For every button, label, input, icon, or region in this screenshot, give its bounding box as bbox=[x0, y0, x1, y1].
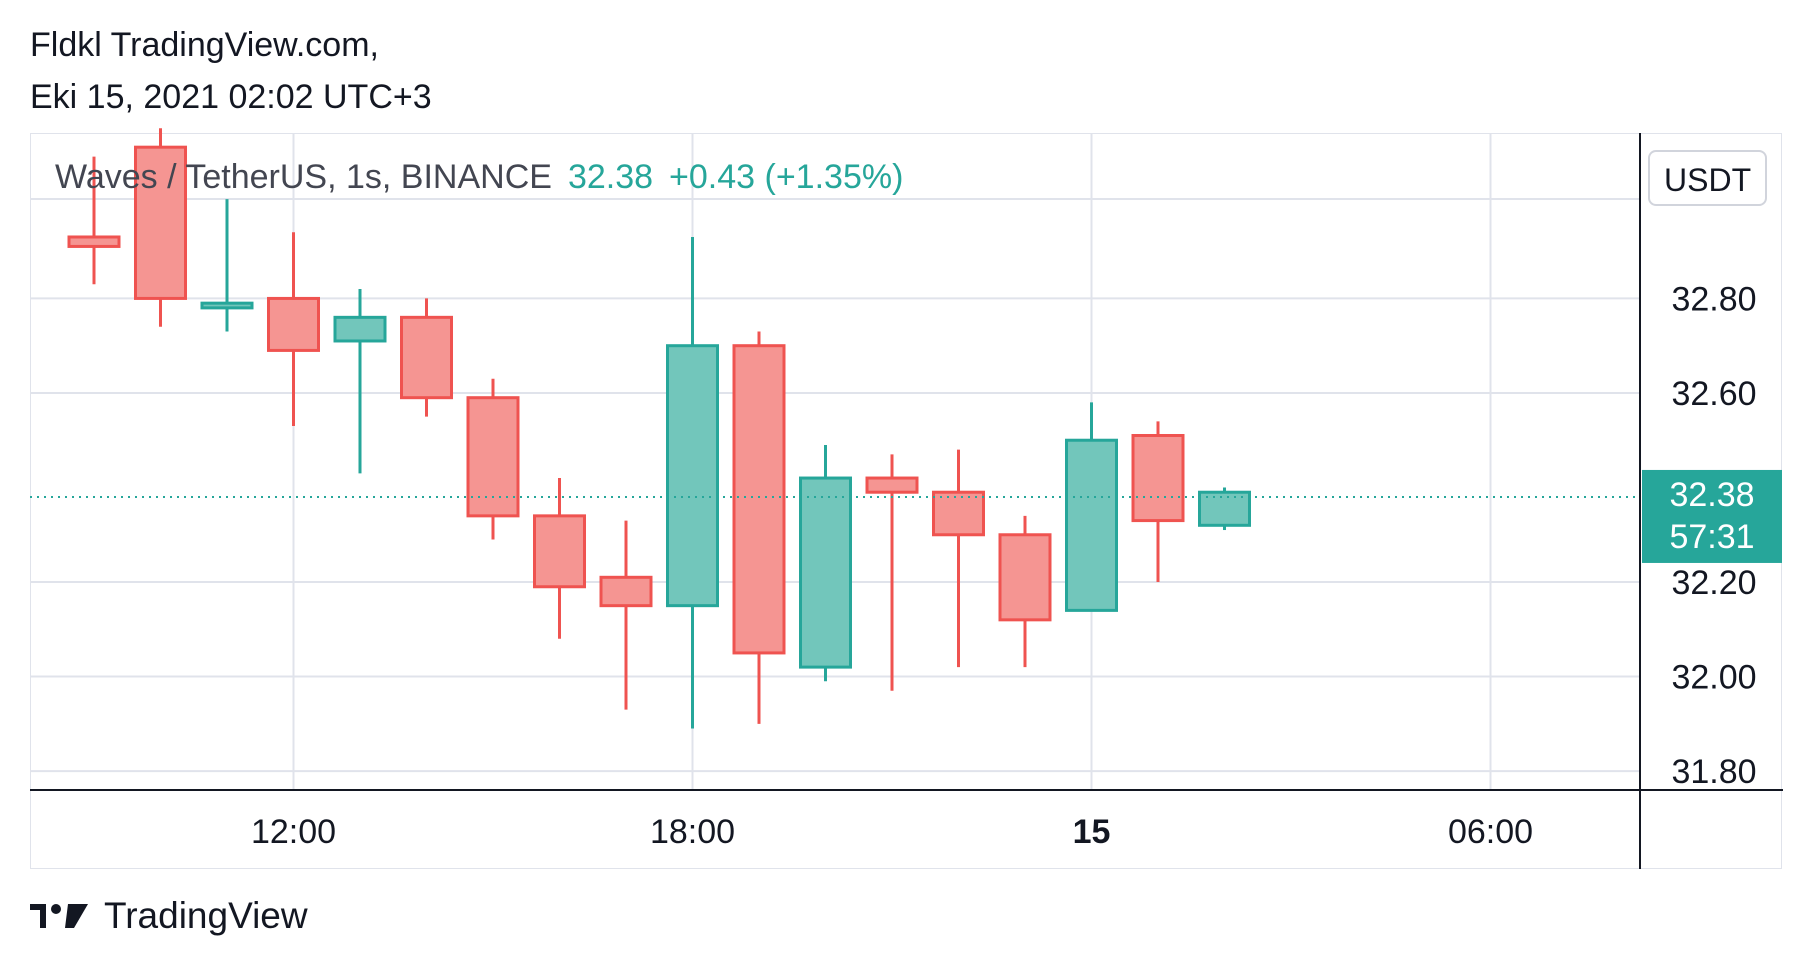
candle-body bbox=[865, 476, 919, 494]
candle-body bbox=[333, 315, 387, 343]
x-tick-label: 06:00 bbox=[1448, 813, 1533, 851]
y-tick-label: 32.00 bbox=[1671, 659, 1756, 697]
candle-body bbox=[400, 315, 453, 400]
chart-legend: Waves / TetherUS, 1s, BINANCE 32.38 +0.43 … bbox=[55, 158, 903, 197]
price-label-value: 32.38 bbox=[1669, 476, 1754, 514]
candle-body bbox=[732, 344, 786, 655]
legend-symbol: Waves / TetherUS, 1s, BINANCE bbox=[55, 158, 552, 196]
candle-body bbox=[1131, 434, 1185, 523]
legend-change: +0.43 (+1.35%) bbox=[669, 158, 904, 196]
footer-brand[interactable]: TradingView bbox=[30, 895, 308, 937]
y-tick-label: 32.60 bbox=[1671, 375, 1756, 413]
candle-body bbox=[932, 490, 985, 537]
candle-body bbox=[466, 396, 520, 518]
candle-body bbox=[998, 533, 1052, 622]
price-label-box bbox=[1642, 469, 1782, 563]
candle-body bbox=[533, 514, 586, 589]
y-tick-label: 32.80 bbox=[1671, 280, 1756, 318]
currency-button[interactable]: USDT bbox=[1648, 150, 1768, 206]
x-tick-label: 12:00 bbox=[251, 813, 336, 851]
chart-timestamp: Eki 15, 2021 02:02 UTC+3 bbox=[30, 78, 432, 116]
candle-body bbox=[666, 344, 719, 608]
candle-body bbox=[1065, 438, 1118, 612]
x-tick-label: 15 bbox=[1073, 813, 1111, 851]
chart-author: Fldkl TradingView.com, bbox=[30, 26, 379, 64]
candle-body bbox=[67, 235, 121, 248]
legend-price: 32.38 bbox=[567, 158, 654, 196]
price-label-countdown: 57:31 bbox=[1669, 518, 1754, 556]
candle-body bbox=[799, 476, 852, 669]
candle-body bbox=[267, 296, 320, 352]
y-tick-label: 32.20 bbox=[1671, 564, 1756, 602]
candle-body bbox=[599, 575, 653, 608]
x-tick-label: 18:00 bbox=[650, 813, 735, 851]
y-tick-label: 31.80 bbox=[1671, 753, 1756, 791]
brand-name: TradingView bbox=[104, 895, 308, 936]
candle-body bbox=[200, 301, 254, 310]
candle-body bbox=[134, 145, 187, 300]
tradingview-logo-icon bbox=[30, 904, 88, 928]
